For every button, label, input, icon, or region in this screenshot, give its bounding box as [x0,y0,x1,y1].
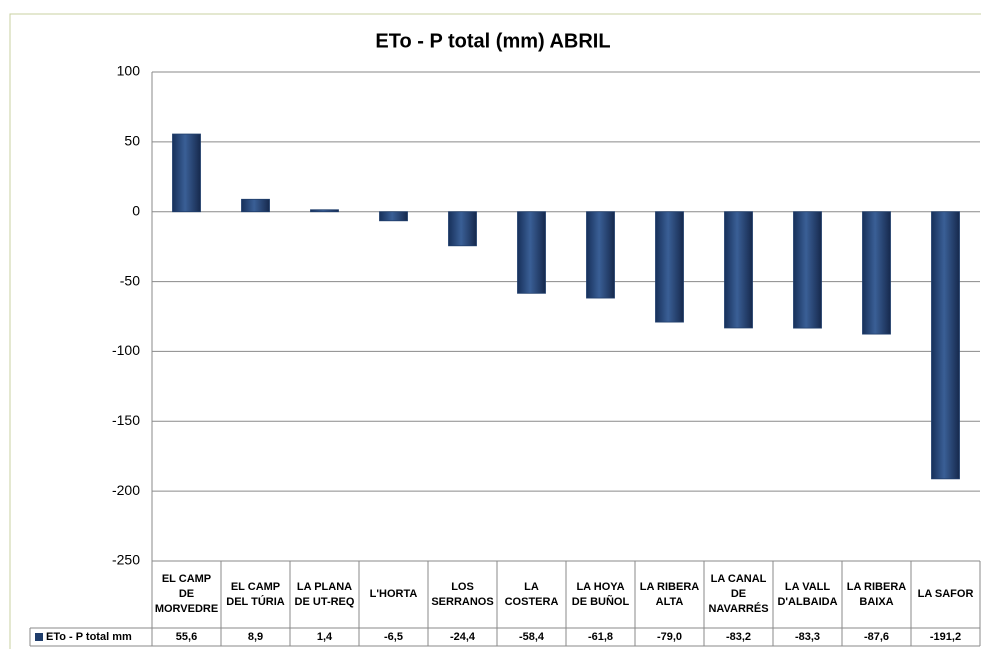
chart-title: ETo - P total (mm) ABRIL [375,30,610,52]
x-tick-label: LA RIBERA BAIXA [846,580,907,608]
bar [172,133,201,213]
x-tick-label: L'HORTA [369,588,418,600]
x-tick-label: EL CAMP DEL TÚRIA [226,580,285,608]
bar [793,211,822,329]
x-tick-label: LOS SERRANOS [431,580,494,608]
data-table-value: -191,2 [929,630,962,643]
x-tick-label: LA HOYA DE BUÑOL [571,580,630,608]
bar [931,211,960,480]
bar [862,211,891,335]
legend-key [35,633,43,641]
chart-frame [9,13,981,649]
data-table-value: -87,6 [863,630,890,643]
data-table-value: -79,0 [656,630,683,643]
x-tick-label: LA SAFOR [917,588,974,600]
bar [379,211,408,222]
bar [448,211,477,247]
data-table-value: -61,8 [587,630,614,643]
legend-label: ETo - P total mm [46,630,132,643]
y-tick-label: 100 [117,63,141,79]
bar [655,211,684,323]
bar [241,198,270,213]
data-table-value: -6,5 [384,630,403,643]
x-tick-label: LA COSTERA [504,580,559,608]
data-table-value: -83,2 [725,630,752,643]
y-tick-label: -200 [112,482,140,498]
x-tick-label: EL CAMP DE MORVEDRE [154,573,219,615]
y-tick-label: -100 [112,342,140,358]
data-table-value: -83,3 [794,630,821,643]
data-table-value: 8,9 [247,630,264,643]
bar [724,211,753,329]
data-table-value: 1,4 [316,630,333,643]
x-tick-label: LA PLANA DE UT-REQ [294,580,355,608]
x-tick-label: LA VALL D'ALBAIDA [777,580,838,608]
y-tick-label: 0 [132,202,140,218]
y-tick-label: -250 [112,552,140,568]
y-tick-label: -50 [120,272,140,288]
bar [310,209,339,213]
x-tick-label: LA RIBERA ALTA [639,580,700,608]
bar [586,211,615,299]
y-tick-label: 50 [124,133,140,149]
y-tick-label: -150 [112,412,140,428]
bar [517,211,546,294]
data-table-value: -24,4 [449,630,476,643]
data-table-value: 55,6 [175,630,198,643]
data-table-value: -58,4 [518,630,545,643]
x-tick-label: LA CANAL DE NAVARRÉS [708,573,769,615]
